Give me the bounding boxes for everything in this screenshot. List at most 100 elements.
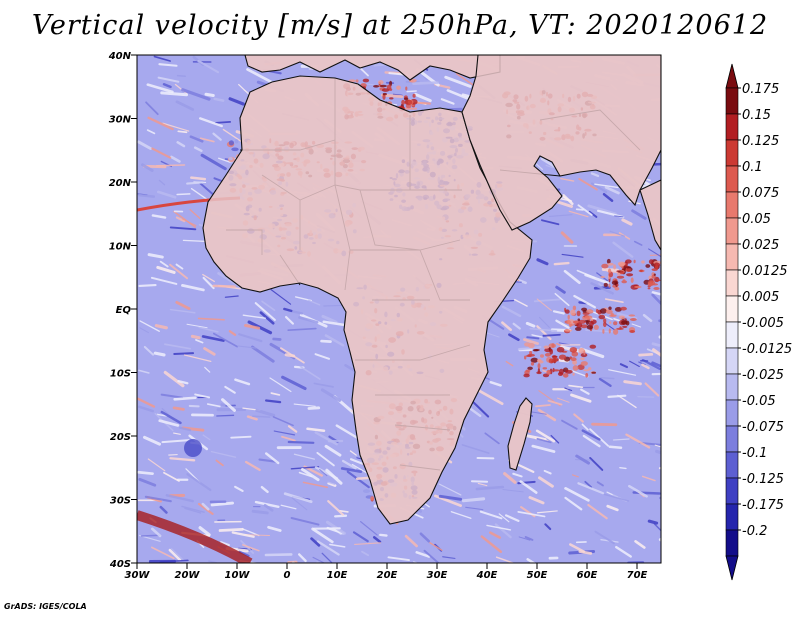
velocity-streak: [173, 396, 197, 401]
velocity-streak: [175, 100, 195, 111]
velocity-cell: [628, 314, 636, 317]
velocity-streak: [231, 531, 255, 538]
velocity-streak: [179, 426, 192, 432]
velocity-streak: [193, 146, 203, 152]
velocity-streak: [251, 509, 269, 515]
velocity-streak: [621, 218, 633, 226]
velocity-streak: [372, 536, 382, 544]
velocity-streak: [575, 454, 590, 465]
velocity-streak: [224, 385, 236, 394]
velocity-streak: [519, 480, 538, 494]
velocity-cell: [532, 349, 539, 352]
velocity-streak: [651, 291, 661, 296]
velocity-cell: [565, 369, 573, 374]
velocity-streak: [153, 351, 166, 357]
velocity-streak: [206, 403, 221, 408]
velocity-streak: [538, 316, 550, 328]
velocity-cell: [581, 307, 588, 312]
velocity-streak: [501, 305, 522, 318]
velocity-streak: [298, 316, 319, 324]
velocity-streak: [604, 185, 620, 195]
velocity-streak: [655, 449, 661, 455]
velocity-streak: [349, 450, 357, 456]
velocity-streak: [564, 367, 589, 378]
velocity-streak: [604, 298, 624, 304]
velocity-streak: [415, 551, 431, 558]
velocity-cell: [609, 321, 612, 324]
velocity-streak: [140, 534, 161, 537]
velocity-cell: [569, 347, 578, 353]
velocity-streak: [465, 506, 484, 511]
velocity-cell: [613, 328, 619, 335]
velocity-streak: [502, 489, 524, 493]
velocity-streak: [169, 308, 196, 314]
colorbar-box: [725, 529, 739, 557]
velocity-streak: [525, 434, 547, 442]
velocity-cell: [622, 325, 628, 328]
velocity-cell: [523, 373, 530, 378]
velocity-streak: [444, 75, 472, 88]
velocity-streak: [212, 132, 222, 141]
colorbar-label: -0.075: [742, 420, 784, 435]
velocity-streak: [619, 467, 627, 470]
velocity-streak: [162, 83, 172, 89]
velocity-streak: [181, 88, 211, 101]
velocity-streak: [354, 542, 382, 546]
velocity-streak: [602, 193, 614, 202]
velocity-streak: [164, 343, 191, 350]
colorbar-box: [725, 425, 739, 453]
velocity-streak: [461, 497, 486, 503]
velocity-streak: [313, 382, 334, 388]
velocity-streak: [584, 480, 593, 489]
velocity-streak: [580, 388, 590, 395]
velocity-streak: [210, 450, 237, 458]
velocity-cell: [537, 368, 541, 373]
velocity-cell: [580, 357, 585, 361]
velocity-cell: [641, 260, 645, 264]
velocity-streak: [242, 528, 260, 537]
colorbar-label: 0.175: [742, 82, 779, 97]
velocity-streak: [548, 214, 573, 217]
velocity-streak: [651, 348, 661, 358]
velocity-streak: [291, 561, 297, 563]
velocity-cell: [577, 318, 581, 322]
velocity-streak: [540, 157, 557, 169]
velocity-cell: [403, 97, 409, 101]
velocity-streak: [218, 157, 232, 164]
velocity-streak: [652, 162, 661, 166]
velocity-streak: [518, 536, 531, 541]
lat-tick-label: 20S: [110, 432, 131, 443]
velocity-streak: [171, 548, 185, 562]
velocity-streak: [186, 181, 204, 185]
velocity-cell: [608, 306, 612, 311]
velocity-cell: [647, 280, 656, 286]
velocity-streak: [581, 429, 601, 441]
velocity-streak: [173, 352, 195, 355]
velocity-streak: [175, 300, 191, 310]
velocity-streak: [165, 494, 194, 503]
velocity-cell: [630, 318, 637, 321]
longitude-axis: 30W 20W 10W 0 10E 20E 30E 40E 50E 60E 70E: [125, 563, 648, 581]
velocity-streak: [269, 377, 292, 393]
velocity-streak: [538, 476, 554, 488]
lat-tick-label: 20N: [109, 178, 132, 189]
velocity-streak: [531, 444, 556, 453]
velocity-streak: [631, 323, 642, 328]
velocity-streak: [264, 553, 293, 557]
velocity-cell: [614, 286, 620, 291]
colorbar-box: [725, 217, 739, 245]
velocity-cell: [549, 348, 553, 355]
velocity-streak: [598, 377, 612, 387]
velocity-streak: [147, 458, 166, 472]
lat-tick-label: 10N: [109, 242, 132, 253]
latitude-axis: 40N 30N 20N 10N EQ 10S 20S 30S 40S: [108, 51, 137, 570]
velocity-streak: [631, 209, 647, 220]
velocity-cell: [633, 259, 636, 264]
velocity-streak: [246, 68, 273, 84]
velocity-streak: [648, 248, 661, 258]
velocity-cell: [630, 277, 634, 284]
velocity-streak: [320, 339, 332, 343]
velocity-streak: [160, 410, 182, 425]
lon-tick-label: 10W: [225, 570, 251, 581]
